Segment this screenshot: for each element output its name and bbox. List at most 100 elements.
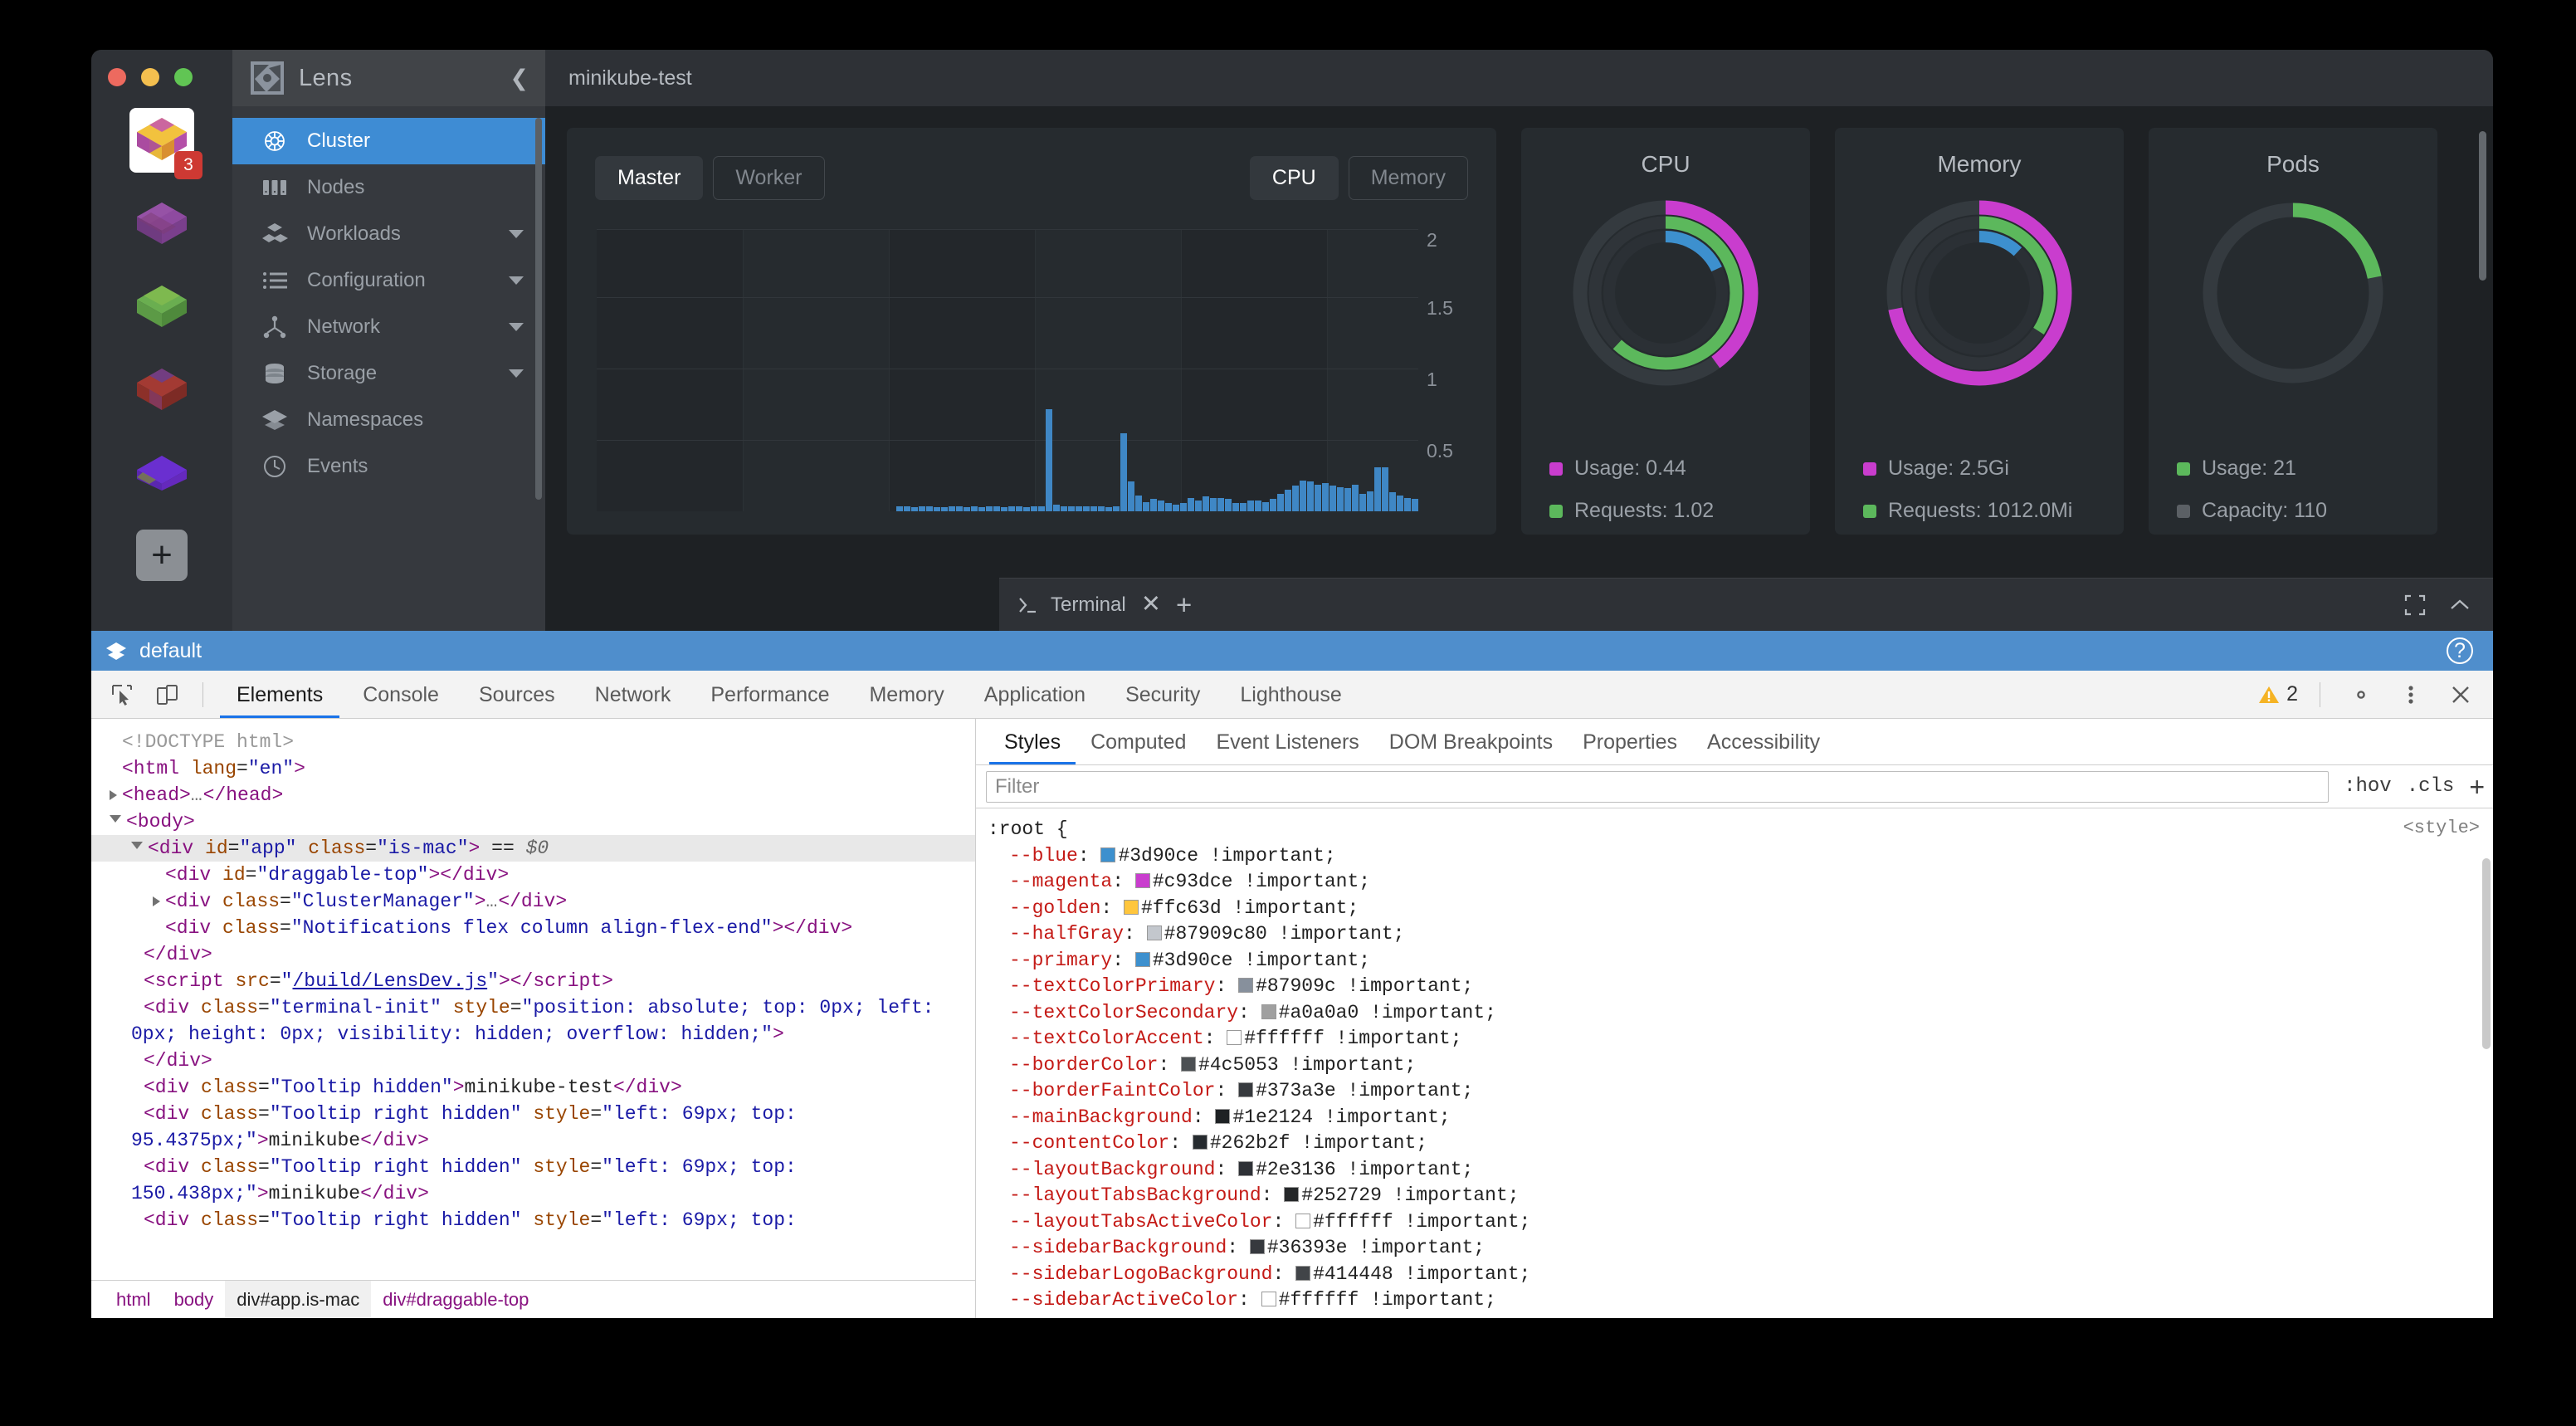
plus-icon[interactable]: + — [1176, 589, 1193, 620]
cluster-icon-violet[interactable] — [129, 440, 194, 505]
cls-toggle-button[interactable]: .cls — [2406, 775, 2455, 798]
tab-sources[interactable]: Sources — [478, 682, 555, 706]
css-declaration[interactable]: --textColorSecondary: #a0a0a0 !important… — [1009, 1001, 1496, 1023]
dom-tree-line[interactable]: <div id="app" class="is-mac"> == $0 — [91, 835, 975, 862]
help-icon[interactable]: ? — [2447, 637, 2473, 664]
tab-application[interactable]: Application — [983, 682, 1086, 706]
dom-tree[interactable]: <!DOCTYPE html> <html lang="en"> <head>…</… — [91, 719, 975, 1233]
breadcrumb-item[interactable]: html — [116, 1288, 151, 1310]
breadcrumb-item[interactable]: div#app.is-mac — [225, 1280, 372, 1318]
color-swatch[interactable] — [1261, 1292, 1276, 1306]
css-declaration[interactable]: --sidebarBackground: #36393e !important; — [1009, 1237, 1486, 1258]
sidebar-item-events[interactable]: Events — [232, 443, 545, 490]
sidebar-item-nodes[interactable]: Nodes — [232, 164, 545, 211]
color-swatch[interactable] — [1261, 1004, 1276, 1019]
tab-performance[interactable]: Performance — [710, 682, 830, 706]
css-declaration[interactable]: --sidebarActiveColor: #ffffff !important… — [1009, 1289, 1496, 1311]
color-swatch[interactable] — [1227, 1030, 1242, 1045]
tab-properties[interactable]: Properties — [1583, 730, 1678, 754]
metric-toggle-memory[interactable]: Memory — [1348, 156, 1468, 200]
color-swatch[interactable] — [1215, 1108, 1231, 1124]
tab-computed[interactable]: Computed — [1090, 730, 1187, 754]
sidebar-item-namespaces[interactable]: Namespaces — [232, 397, 545, 443]
color-swatch[interactable] — [1192, 1135, 1208, 1150]
color-swatch[interactable] — [1134, 873, 1150, 888]
sidebar-item-network[interactable]: Network — [232, 304, 545, 350]
cluster-icon-red[interactable] — [129, 357, 194, 422]
dom-tree-line[interactable]: <html lang="en"> — [122, 758, 305, 779]
dom-tree-line[interactable]: <div class="ClusterManager">…</div> — [91, 888, 975, 915]
dom-tree-line[interactable]: <div class="Tooltip right hidden" style=… — [131, 1156, 808, 1204]
css-declaration[interactable]: --borderColor: #4c5053 !important; — [1009, 1053, 1417, 1076]
css-declaration[interactable]: --layoutBackground: #2e3136 !important; — [1009, 1158, 1474, 1180]
dom-tree-line[interactable]: <div class="Tooltip hidden">minikube-tes… — [144, 1077, 682, 1098]
hov-toggle-button[interactable]: :hov — [2344, 775, 2392, 798]
breadcrumb-item[interactable]: div#draggable-top — [383, 1288, 529, 1310]
css-declaration[interactable]: --golden: #ffc63d !important; — [1009, 896, 1359, 919]
dom-tree-line[interactable]: <div class="Tooltip right hidden" style=… — [131, 1103, 808, 1151]
close-icon[interactable] — [2442, 676, 2480, 714]
inspect-element-icon[interactable] — [103, 676, 141, 714]
color-swatch[interactable] — [1146, 925, 1162, 940]
dom-tree-line[interactable]: <body> — [91, 808, 975, 835]
chevron-up-icon[interactable] — [2448, 597, 2471, 613]
css-declaration[interactable]: --sidebarLogoBackground: #414448 !import… — [1009, 1262, 1531, 1285]
color-swatch[interactable] — [1100, 847, 1116, 862]
terminal-tab[interactable]: Terminal — [1017, 593, 1126, 617]
maximize-window-button[interactable] — [174, 68, 193, 86]
node-toggle-master[interactable]: Master — [595, 156, 704, 200]
tab-elements[interactable]: Elements — [220, 671, 340, 718]
css-declaration[interactable]: --magenta: #c93dce !important; — [1009, 871, 1371, 892]
warning-count[interactable]: 2 — [2258, 682, 2298, 706]
tab-security[interactable]: Security — [1125, 682, 1201, 706]
device-toolbar-icon[interactable] — [148, 676, 186, 714]
dom-tree-line[interactable]: </div> — [144, 1050, 212, 1072]
color-swatch[interactable] — [1284, 1187, 1300, 1202]
kebab-menu-icon[interactable] — [2392, 676, 2430, 714]
chevron-left-icon[interactable]: ❮ — [510, 65, 529, 90]
node-toggle-worker[interactable]: Worker — [713, 156, 825, 200]
color-swatch[interactable] — [1181, 1056, 1197, 1072]
close-window-button[interactable] — [108, 68, 126, 86]
sidebar-item-workloads[interactable]: Workloads — [232, 211, 545, 257]
color-swatch[interactable] — [1134, 951, 1150, 967]
dom-tree-line[interactable]: <head>…</head> — [91, 782, 975, 808]
metric-toggle-cpu[interactable]: CPU — [1249, 156, 1339, 200]
styles-filter-input[interactable] — [986, 770, 2330, 803]
dom-tree-line[interactable]: <div class="Notifications flex column al… — [165, 917, 853, 939]
color-swatch[interactable] — [1295, 1213, 1311, 1228]
tab-lighthouse[interactable]: Lighthouse — [1240, 682, 1342, 706]
dashboard-scrollbar[interactable] — [2479, 131, 2486, 281]
tab-styles[interactable]: Styles — [989, 720, 1076, 764]
css-declaration[interactable]: --textColorAccent: #ffffff !important; — [1009, 1028, 1462, 1049]
new-style-rule-button[interactable]: + — [2469, 771, 2485, 802]
minimize-window-button[interactable] — [141, 68, 159, 86]
add-cluster-button[interactable]: + — [129, 523, 194, 588]
css-declaration[interactable]: --halfGray: #87909c80 !important; — [1009, 923, 1405, 945]
color-swatch[interactable] — [1249, 1239, 1265, 1254]
style-origin-label[interactable]: <style> — [2403, 818, 2480, 838]
gear-icon[interactable] — [2342, 676, 2380, 714]
css-declaration[interactable]: --blue: #3d90ce !important; — [1009, 844, 1336, 867]
dom-tree-line[interactable]: <script src="/build/LensDev.js"></script… — [144, 970, 613, 992]
color-swatch[interactable] — [1295, 1265, 1311, 1281]
dom-tree-line[interactable]: </div> — [144, 944, 212, 965]
cluster-icon-green[interactable] — [129, 274, 194, 339]
color-swatch[interactable] — [1238, 1082, 1254, 1097]
dom-tree-line[interactable]: <div class="Tooltip right hidden" style=… — [144, 1209, 797, 1231]
sidebar-item-cluster[interactable]: Cluster — [232, 118, 545, 164]
sidebar-item-storage[interactable]: Storage — [232, 350, 545, 397]
tab-dom-breakpoints[interactable]: DOM Breakpoints — [1388, 730, 1554, 754]
sidebar-item-configuration[interactable]: Configuration — [232, 257, 545, 304]
tab-network[interactable]: Network — [594, 682, 671, 706]
dom-tree-line[interactable]: <div class="terminal-init" style="positi… — [131, 997, 946, 1045]
css-declaration[interactable]: --mainBackground: #1e2124 !important; — [1009, 1106, 1451, 1128]
color-swatch[interactable] — [1238, 978, 1254, 993]
tab-console[interactable]: Console — [363, 682, 439, 706]
color-swatch[interactable] — [1124, 899, 1139, 915]
css-declaration[interactable]: --contentColor: #262b2f !important; — [1009, 1132, 1428, 1154]
cluster-icon-purple[interactable] — [129, 191, 194, 256]
css-declaration[interactable]: --textColorPrimary: #87909c !important; — [1009, 975, 1474, 997]
css-declaration[interactable]: --layoutTabsBackground: #252729 !importa… — [1009, 1184, 1520, 1206]
css-declaration[interactable]: --borderFaintColor: #373a3e !important; — [1009, 1080, 1474, 1101]
